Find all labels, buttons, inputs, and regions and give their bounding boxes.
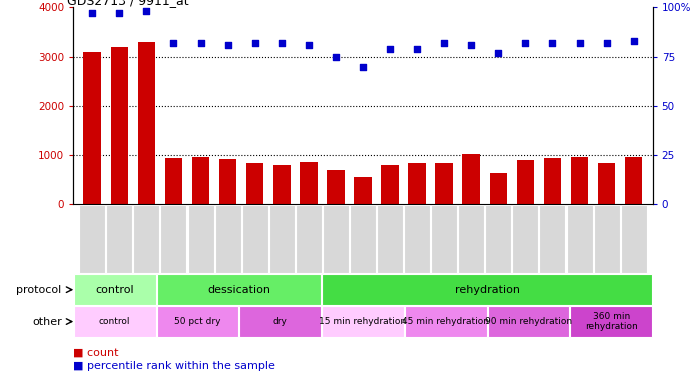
Bar (544, 158, 561, 204)
Text: ■ percentile rank within the sample: ■ percentile rank within the sample (73, 361, 275, 371)
FancyBboxPatch shape (593, 205, 620, 273)
FancyBboxPatch shape (322, 306, 403, 337)
Bar (110, 47, 128, 204)
Bar (436, 163, 453, 204)
Bar (246, 163, 263, 204)
Text: 45 min rehydration: 45 min rehydration (402, 317, 489, 326)
Text: dessication: dessication (207, 285, 270, 295)
Bar (300, 162, 318, 204)
Text: control: control (99, 317, 131, 326)
Bar (165, 158, 182, 204)
FancyBboxPatch shape (459, 205, 484, 273)
Bar (327, 170, 345, 204)
FancyBboxPatch shape (377, 205, 403, 273)
Bar (218, 159, 237, 204)
FancyBboxPatch shape (323, 205, 349, 273)
FancyBboxPatch shape (485, 205, 512, 273)
Point (114, 10, 125, 16)
FancyBboxPatch shape (106, 205, 133, 273)
Text: rehydration: rehydration (454, 285, 519, 295)
Text: ■ count: ■ count (73, 348, 119, 358)
Point (357, 63, 369, 70)
FancyBboxPatch shape (570, 306, 652, 337)
Point (438, 40, 450, 46)
FancyBboxPatch shape (161, 205, 186, 273)
Point (547, 40, 558, 46)
Bar (354, 177, 372, 204)
Bar (408, 162, 426, 204)
FancyBboxPatch shape (133, 205, 159, 273)
FancyBboxPatch shape (350, 205, 376, 273)
Text: control: control (96, 285, 134, 295)
Text: 15 min rehydration: 15 min rehydration (320, 317, 406, 326)
FancyBboxPatch shape (567, 205, 593, 273)
Point (141, 8, 152, 14)
Bar (489, 173, 507, 204)
Text: GDS2713 / 9911_at: GDS2713 / 9911_at (68, 0, 189, 8)
FancyBboxPatch shape (239, 306, 321, 337)
Point (601, 40, 612, 46)
Bar (517, 160, 534, 204)
FancyBboxPatch shape (156, 306, 238, 337)
Point (520, 40, 531, 46)
Point (466, 42, 477, 48)
Point (412, 46, 423, 52)
FancyBboxPatch shape (540, 205, 565, 273)
Point (276, 40, 288, 46)
Point (385, 46, 396, 52)
FancyBboxPatch shape (242, 205, 267, 273)
FancyBboxPatch shape (431, 205, 457, 273)
FancyBboxPatch shape (74, 274, 156, 305)
Point (168, 40, 179, 46)
FancyBboxPatch shape (80, 205, 105, 273)
Text: dry: dry (273, 317, 288, 326)
Bar (192, 157, 209, 204)
FancyBboxPatch shape (74, 306, 156, 337)
Bar (381, 165, 399, 204)
FancyBboxPatch shape (322, 274, 652, 305)
FancyBboxPatch shape (512, 205, 538, 273)
Text: 90 min rehydration: 90 min rehydration (485, 317, 572, 326)
Bar (625, 157, 642, 204)
Bar (84, 52, 101, 204)
Point (222, 42, 233, 48)
FancyBboxPatch shape (404, 205, 430, 273)
Text: 50 pct dry: 50 pct dry (174, 317, 221, 326)
Point (330, 54, 341, 60)
FancyBboxPatch shape (156, 274, 321, 305)
Point (493, 50, 504, 56)
Point (628, 38, 639, 44)
Bar (571, 157, 588, 204)
FancyBboxPatch shape (296, 205, 322, 273)
Text: other: other (32, 316, 61, 327)
Text: protocol: protocol (17, 285, 61, 295)
FancyBboxPatch shape (214, 205, 241, 273)
FancyBboxPatch shape (621, 205, 646, 273)
Point (574, 40, 585, 46)
Bar (138, 42, 155, 204)
FancyBboxPatch shape (269, 205, 295, 273)
Bar (273, 165, 290, 204)
Text: 360 min
rehydration: 360 min rehydration (585, 312, 638, 331)
Point (87, 10, 98, 16)
Point (195, 40, 206, 46)
Point (303, 42, 314, 48)
Bar (597, 163, 616, 204)
Point (249, 40, 260, 46)
FancyBboxPatch shape (405, 306, 487, 337)
FancyBboxPatch shape (188, 205, 214, 273)
Bar (463, 154, 480, 204)
FancyBboxPatch shape (488, 306, 570, 337)
